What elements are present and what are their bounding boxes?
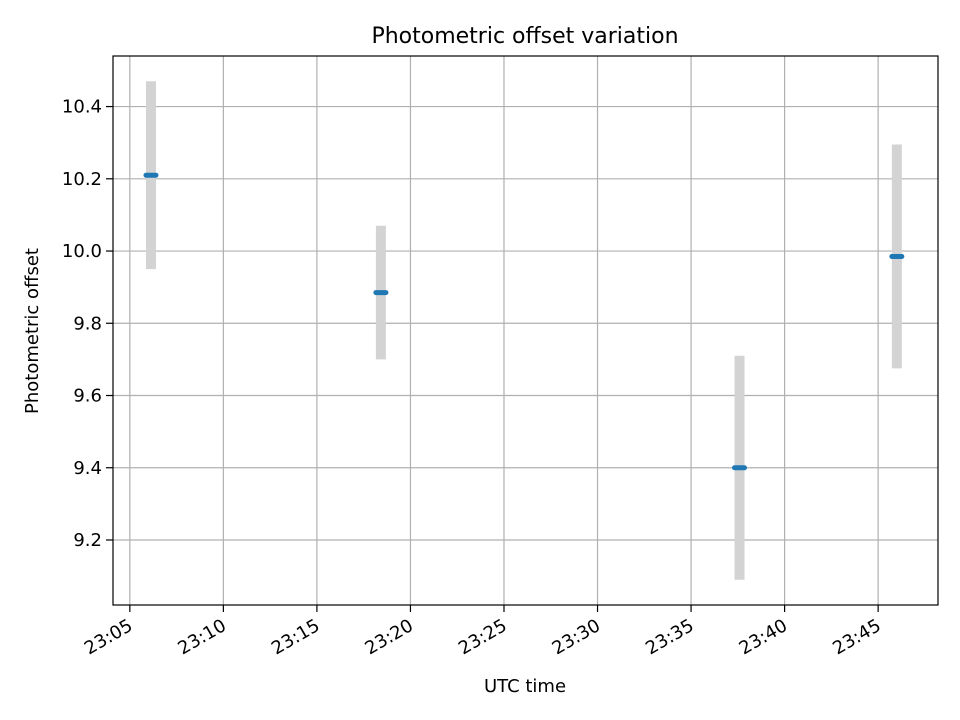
- x-axis-label: UTC time: [484, 676, 566, 697]
- data-marks: [143, 81, 905, 580]
- y-tick-label: 10.2: [62, 169, 102, 190]
- plot-frame: [112, 55, 939, 606]
- y-tick-label: 9.8: [73, 313, 102, 334]
- y-tick-label: 9.4: [73, 458, 102, 479]
- y-tick-label: 10.4: [62, 97, 102, 118]
- y-tick-label: 10.0: [62, 241, 102, 262]
- chart-title: Photometric offset variation: [371, 24, 678, 49]
- y-tick-label: 9.6: [73, 386, 102, 407]
- grid: [113, 56, 938, 605]
- y-axis-label: Photometric offset: [22, 248, 43, 414]
- y-tick-label: 9.2: [73, 530, 102, 551]
- plot-area: [113, 56, 938, 605]
